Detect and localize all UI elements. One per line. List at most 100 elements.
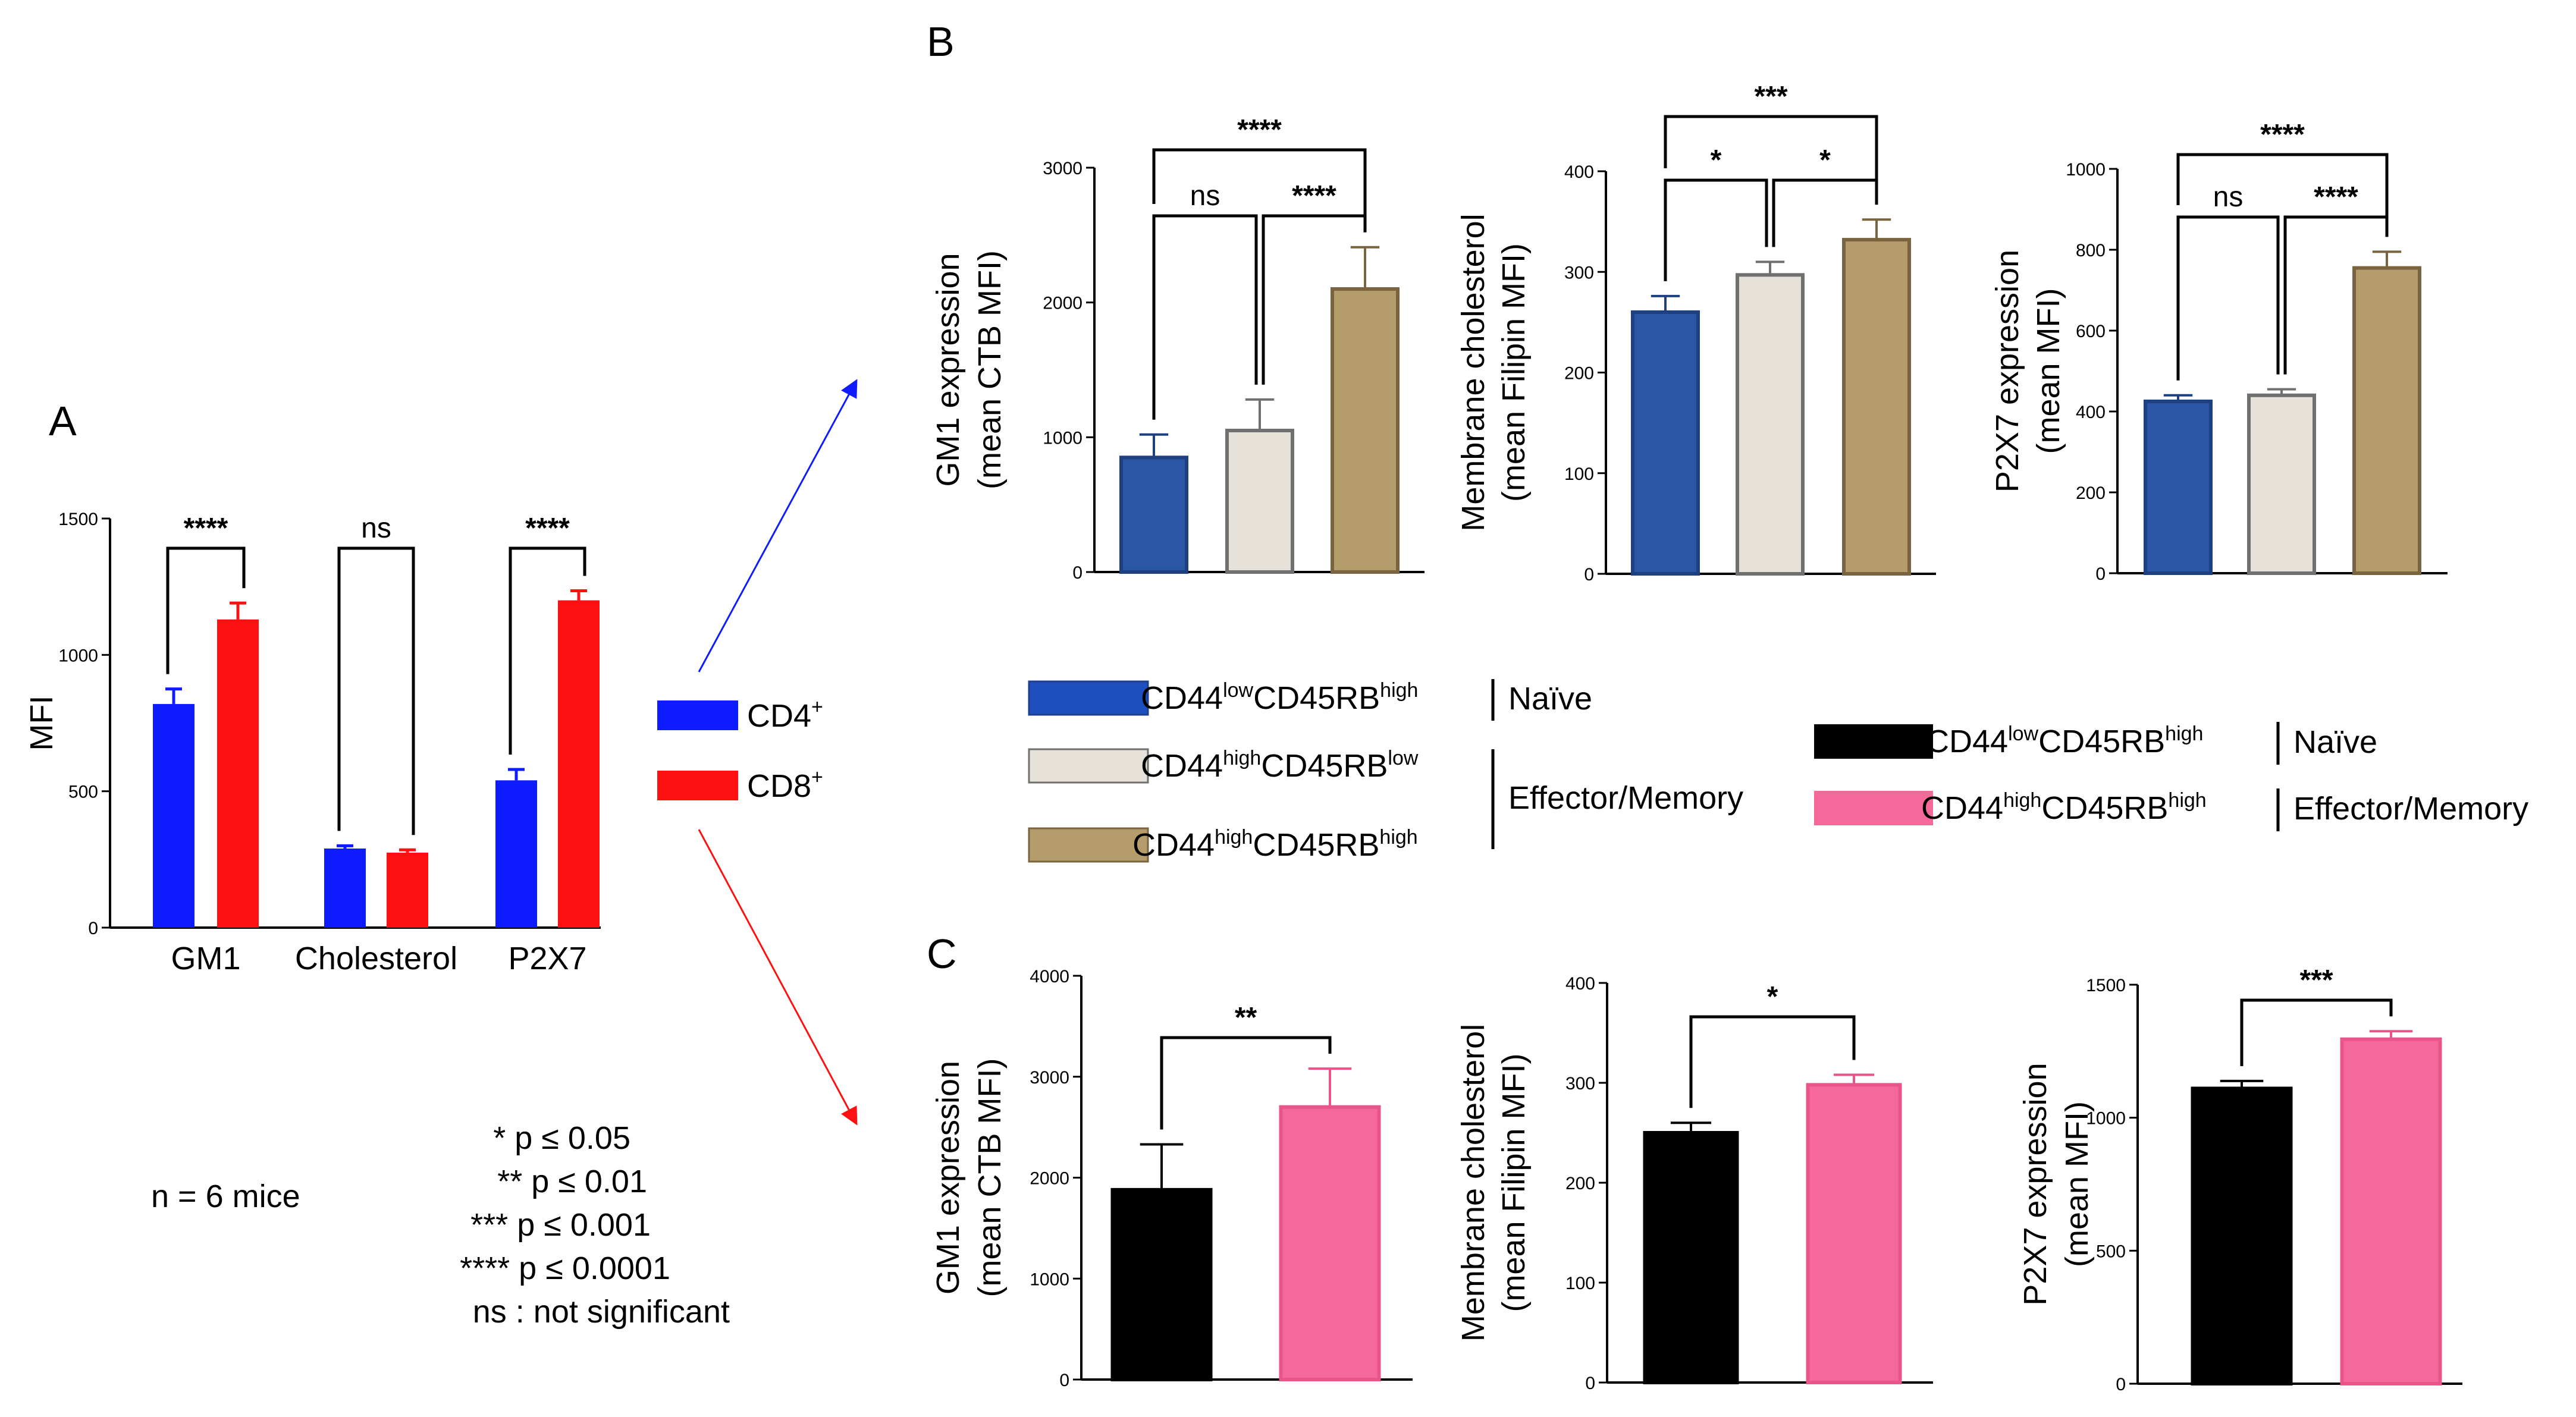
panel-label-c: C [927,931,957,977]
chart-b-p2x7: 0 200 400 600 800 1000 P2X7 expression (mean MF… [1990,119,2448,584]
significance-bracket [1689,1015,1856,1108]
y-tick-label: 400 [1564,162,1594,182]
legend-c: CD44lowCD45RBhigh Naïve CD44highCD45RBhi… [1814,722,2528,831]
arrow-to-panel-b [698,379,858,673]
bar-CD44lowCD45RBhigh [2191,1086,2293,1385]
y-axis-label: Membrane cholesterol [1455,213,1491,531]
y-axis-label: P2X7 expression [2017,1063,2053,1305]
significance-bracket [2176,153,2389,228]
significance-label: ns [361,513,391,544]
significance-bracket [1664,115,1878,196]
bar-CD44highCD45RBhigh [1806,1083,1902,1384]
x-tick-label: Cholesterol [295,941,457,976]
y-tick-label: 200 [1564,364,1594,384]
significance-bracket [509,546,586,755]
y-tick-label: 3000 [1030,1068,1069,1088]
y-axis-label-sub: (mean Filipin MFI) [1496,1053,1532,1312]
bar-cd8 [217,619,259,928]
significance-bracket [1160,1036,1332,1130]
significance-label: ns [2213,181,2244,213]
y-axis-label: MFI [24,696,59,751]
bar-cd4 [495,780,537,928]
significance-bracket [1152,148,1367,224]
legend-label-effector-high: CD44highCD45RBhigh [1132,826,1418,863]
y-tick-label: 3000 [1043,159,1083,178]
significance-label: **** [525,513,570,544]
legend-swatch-naive-c [1814,724,1933,759]
y-tick-label: 1000 [1043,428,1083,448]
legend-group-effector-c: Effector/Memory [2293,791,2528,827]
legend-swatch-effector-c [1814,791,1933,825]
significance-bracket [166,546,246,674]
legend-label-cd4: CD4+ [747,696,823,734]
y-tick-label: 2000 [1030,1169,1069,1189]
legend-group-naive: Naïve [1508,681,1592,717]
notes: n = 6 mice * p ≤ 0.05 ** p ≤ 0.01 *** p … [151,1120,730,1330]
y-axis-label-sub: (mean CTB MFI) [972,250,1008,489]
chart-b-cholesterol: 0 100 200 300 400 Membrane cholesterol (mean F… [1455,81,1936,585]
y-tick-label: 0 [1072,563,1083,583]
y-tick-label: 1500 [2086,976,2126,995]
y-tick-label: 1000 [2086,1109,2126,1129]
bar-CD44lowCD45RBhigh [1119,455,1188,574]
y-tick-label: 2000 [1043,294,1083,313]
bar-CD44lowCD45RBhigh [1110,1187,1213,1381]
legend-label-effector-low: CD44highCD45RBlow [1141,747,1419,784]
significance-label: *** [1754,81,1787,112]
note-p4: **** p ≤ 0.0001 [460,1251,670,1286]
significance-bracket [2240,998,2393,1066]
y-tick-label: 300 [1565,1074,1595,1094]
y-tick-label: 600 [2076,322,2106,341]
y-axis-label: P2X7 expression [1990,250,2025,492]
significance-label: ** [1235,1002,1257,1033]
legend-swatch-naive [1028,680,1149,716]
bar-CD44highCD45RBlow [2247,393,2316,575]
bar-cd4 [324,848,366,928]
significance-bracket [1772,178,1878,247]
bar-CD44highCD45RBhigh [2340,1037,2442,1386]
y-tick-label: 0 [2116,1375,2126,1394]
legend-swatch-cd8 [657,771,738,800]
bar-cd4 [153,703,194,928]
y-axis-label: GM1 expression [930,253,966,486]
y-tick-label: 0 [2095,564,2106,584]
legend-label-naive-pop: CD44lowCD45RBhigh [1141,679,1418,716]
y-tick-label: 1500 [58,510,98,529]
y-tick-label: 200 [1565,1174,1595,1193]
y-tick-label: 0 [1059,1371,1069,1390]
y-tick-label: 500 [2096,1242,2126,1261]
significance-label: * [1711,144,1722,176]
bar-CD44highCD45RBhigh [2352,266,2421,576]
y-tick-label: 1000 [1030,1270,1069,1289]
legend-swatch-effector-low [1028,748,1149,784]
bar-CD44highCD45RBhigh [1279,1105,1381,1382]
legend-group-naive-c: Naïve [2293,724,2377,760]
legend-label-effector-c: CD44highCD45RBhigh [1921,789,2207,826]
chart-c-cholesterol: 0 100 200 300 400 Membrane cholesterol (mean F… [1455,974,1933,1393]
y-axis-label-sub: (mean Filipin MFI) [1496,243,1532,502]
y-tick-label: 400 [2076,403,2106,422]
chart-b-gm1: 0 1000 2000 3000 GM1 expression (mean CTB MFI… [930,114,1425,583]
note-sample-size: n = 6 mice [151,1179,300,1214]
x-tick-label: GM1 [171,941,240,976]
bar-CD44lowCD45RBhigh [1643,1131,1739,1384]
y-tick-label: 400 [1565,974,1595,994]
bar-CD44highCD45RBlow [1225,429,1294,574]
bar-CD44lowCD45RBhigh [1631,310,1700,576]
legend-label-naive-c: CD44lowCD45RBhigh [1926,722,2203,759]
legend-swatch-cd4 [657,700,738,730]
bar-cd8 [558,600,600,928]
y-tick-label: 0 [1585,1374,1595,1393]
y-axis-label-sub: (mean MFI) [2059,1101,2095,1267]
y-tick-label: 1000 [58,646,98,665]
note-p2: ** p ≤ 0.01 [497,1164,647,1199]
significance-label: **** [1237,114,1282,146]
y-tick-label: 100 [1565,1274,1595,1293]
y-tick-label: 800 [2076,241,2106,260]
significance-bracket [2176,215,2280,381]
y-tick-label: 500 [68,783,98,802]
legend-b: CD44lowCD45RBhigh Naïve CD44highCD45RBlo… [1028,679,1743,863]
legend-swatch-effector-high [1028,827,1149,863]
bar-CD44highCD45RBlow [1736,273,1805,576]
